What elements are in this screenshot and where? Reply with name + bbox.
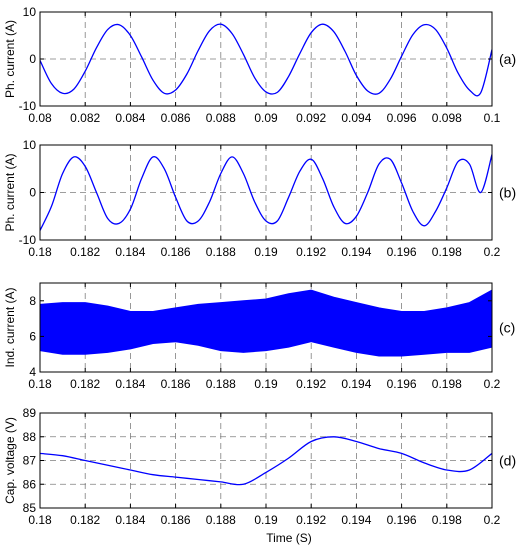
x-tick-label: 0.096 — [387, 111, 417, 125]
x-tick-label: 0.192 — [296, 377, 326, 391]
x-tick-label: 0.184 — [115, 245, 145, 259]
y-tick-label: 4 — [29, 365, 36, 379]
x-tick-label: 0.186 — [161, 245, 191, 259]
x-tick-label: 0.184 — [115, 377, 145, 391]
x-tick-label: 0.094 — [341, 111, 371, 125]
x-tick-label: 0.196 — [387, 377, 417, 391]
x-tick-label: 0.19 — [254, 377, 278, 391]
series-line — [40, 436, 492, 486]
x-tick-label: 0.188 — [206, 245, 236, 259]
y-tick-label: 88 — [23, 430, 37, 444]
x-tick-label: 0.2 — [484, 377, 501, 391]
y-axis-label: Ph. current (A) — [3, 153, 17, 231]
x-tick-label: 0.182 — [70, 245, 100, 259]
x-tick-label: 0.084 — [115, 111, 145, 125]
x-tick-label: 0.198 — [432, 377, 462, 391]
x-tick-label: 0.18 — [28, 513, 52, 527]
x-tick-label: 0.18 — [28, 245, 52, 259]
x-tick-label: 0.198 — [432, 513, 462, 527]
x-tick-label: 0.086 — [161, 111, 191, 125]
x-tick-label: 0.186 — [161, 513, 191, 527]
panel-label: (d) — [499, 453, 516, 469]
y-tick-label: -10 — [19, 99, 37, 113]
y-tick-label: 8 — [29, 294, 36, 308]
panel-label: (a) — [499, 51, 516, 67]
y-tick-label: 86 — [23, 477, 37, 491]
x-tick-label: 0.186 — [161, 377, 191, 391]
x-tick-label: 0.18 — [28, 377, 52, 391]
panel-c: 0.18 0.182 0.184 0.186 0.188 0.19 0.192 0.194 0.… — [3, 282, 515, 391]
x-tick-label: 0.196 — [387, 513, 417, 527]
x-axis-label: Time (S) — [266, 531, 312, 545]
x-tick-label: 0.08 — [28, 111, 52, 125]
y-tick-label: 6 — [29, 329, 36, 343]
series-line — [40, 23, 492, 97]
x-tick-label: 0.088 — [206, 111, 236, 125]
x-tick-label: 0.082 — [70, 111, 100, 125]
x-tick-label: 0.192 — [296, 245, 326, 259]
x-tick-label: 0.184 — [115, 513, 145, 527]
y-tick-label: 10 — [23, 138, 37, 152]
x-tick-label: 0.1 — [484, 111, 501, 125]
y-tick-label: 85 — [23, 501, 37, 515]
inductor-current-band — [40, 289, 492, 357]
x-tick-label: 0.188 — [206, 513, 236, 527]
x-tick-label: 0.09 — [254, 111, 278, 125]
y-tick-label: 0 — [29, 52, 36, 66]
x-tick-label: 0.182 — [70, 377, 100, 391]
x-tick-label: 0.19 — [254, 513, 278, 527]
x-tick-label: 0.192 — [296, 513, 326, 527]
x-tick-label: 0.198 — [432, 245, 462, 259]
y-tick-label: -10 — [19, 233, 37, 247]
x-tick-label: 0.2 — [484, 245, 501, 259]
series-line — [40, 154, 492, 231]
y-axis-label: Ind. current (A) — [3, 287, 17, 367]
y-tick-label: 0 — [29, 186, 36, 200]
panel-d: 0.18 0.182 0.184 0.186 0.188 0.19 0.192 0.194 0.… — [3, 406, 516, 527]
x-tick-label: 0.194 — [341, 245, 371, 259]
y-tick-label: 89 — [23, 406, 37, 420]
x-tick-label: 0.098 — [432, 111, 462, 125]
x-tick-label: 0.19 — [254, 245, 278, 259]
x-tick-label: 0.188 — [206, 377, 236, 391]
x-tick-label: 0.196 — [387, 245, 417, 259]
x-tick-label: 0.092 — [296, 111, 326, 125]
x-tick-label: 0.182 — [70, 513, 100, 527]
y-axis-label: Cap. voltage (V) — [3, 417, 17, 504]
x-tick-label: 0.194 — [341, 513, 371, 527]
x-tick-label: 0.2 — [484, 513, 501, 527]
y-tick-label: 10 — [23, 5, 37, 19]
panel-label: (b) — [499, 185, 516, 201]
panel-a: 0.08 0.082 0.084 0.086 0.088 0.09 0.092 0.094 0.… — [3, 5, 516, 125]
panel-label: (c) — [499, 320, 515, 336]
panel-b: 0.18 0.182 0.184 0.186 0.188 0.19 0.192 0.194 0.… — [3, 138, 516, 259]
x-tick-label: 0.194 — [341, 377, 371, 391]
y-tick-label: 87 — [23, 454, 37, 468]
y-axis-label: Ph. current (A) — [3, 20, 17, 98]
